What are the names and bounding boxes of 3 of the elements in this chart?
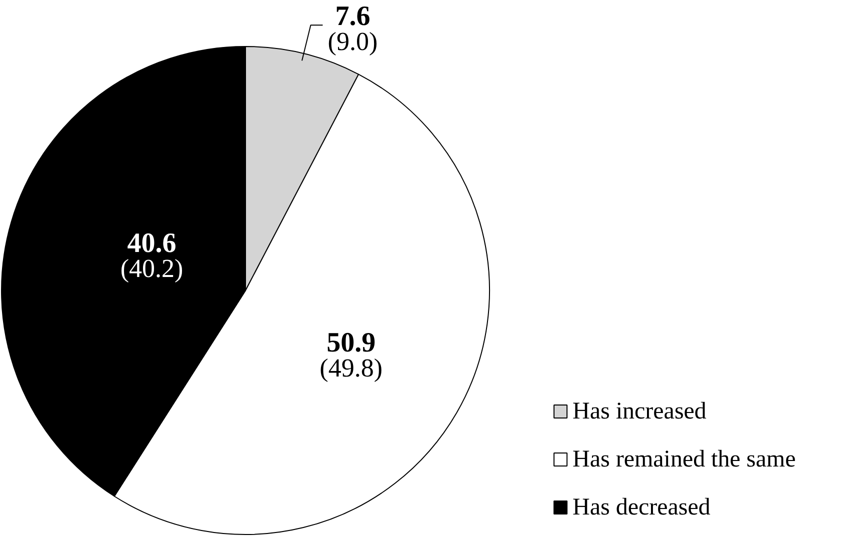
legend-label: Has decreased <box>572 494 710 520</box>
legend-label: Has remained the same <box>572 446 796 472</box>
legend-label: Has increased <box>572 398 706 424</box>
